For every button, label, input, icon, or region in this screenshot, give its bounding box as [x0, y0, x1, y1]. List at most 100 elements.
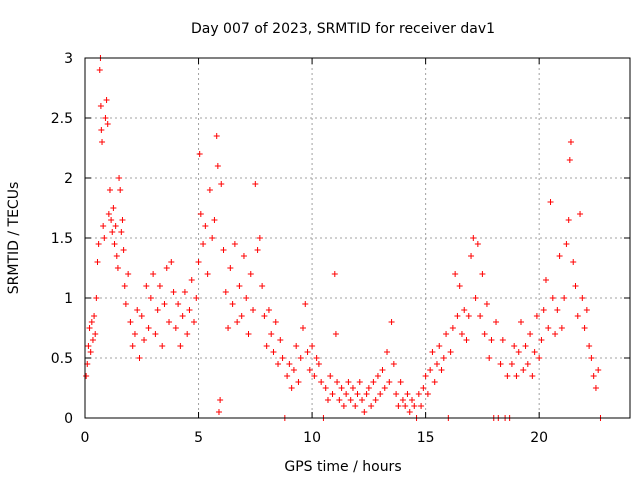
data-point-0-93 — [243, 295, 250, 301]
data-point-0-125 — [315, 361, 322, 367]
data-point-0-204 — [493, 319, 500, 325]
data-point-0-3 — [86, 325, 93, 331]
data-point-0-248 — [590, 373, 597, 379]
data-point-0-225 — [540, 307, 547, 313]
chart-title: Day 007 of 2023, SRMTID for receiver dav… — [191, 21, 495, 37]
data-point-0-188 — [456, 283, 463, 289]
data-point-0-186 — [452, 271, 459, 277]
data-point-0-35 — [120, 247, 127, 253]
data-point-0-175 — [427, 367, 434, 373]
data-point-0-173 — [422, 373, 429, 379]
data-point-0-23 — [106, 187, 113, 193]
data-point-0-46 — [143, 283, 150, 289]
data-point-0-59 — [172, 325, 179, 331]
data-point-0-126 — [318, 379, 325, 385]
x-tick-label-1: 5 — [194, 430, 203, 446]
data-point-0-10 — [94, 259, 101, 265]
data-point-0-50 — [152, 331, 159, 337]
data-point-0-92 — [240, 253, 247, 259]
data-point-0-5 — [88, 319, 95, 325]
data-point-0-94 — [245, 331, 252, 337]
y-tick-label-5: 2.5 — [51, 111, 73, 127]
data-point-0-56 — [166, 319, 173, 325]
data-point-0-105 — [270, 349, 277, 355]
data-point-0-217 — [522, 343, 529, 349]
data-point-0-181 — [440, 355, 447, 361]
data-point-0-112 — [286, 361, 293, 367]
data-point-0-96 — [250, 307, 257, 313]
data-point-0-223 — [536, 355, 543, 361]
data-point-0-152 — [374, 373, 381, 379]
data-point-0-246 — [586, 343, 593, 349]
data-point-0-154 — [379, 367, 386, 373]
data-point-0-27 — [111, 241, 118, 247]
data-point-0-238 — [567, 139, 574, 145]
data-point-0-227 — [545, 325, 552, 331]
data-point-0-101 — [261, 313, 268, 319]
data-point-0-68 — [193, 295, 200, 301]
data-point-0-172 — [420, 385, 427, 391]
data-point-0-119 — [302, 301, 309, 307]
data-point-0-185 — [449, 325, 456, 331]
data-point-0-63 — [181, 289, 188, 295]
data-point-0-199 — [481, 331, 488, 337]
y-axis-label: SRMTID / TECUs — [6, 182, 22, 295]
data-point-0-124 — [313, 355, 320, 361]
data-point-0-18 — [101, 235, 108, 241]
x-tick-label-2: 10 — [303, 430, 321, 446]
data-point-0-192 — [465, 313, 472, 319]
data-point-0-66 — [188, 277, 195, 283]
data-point-0-135 — [336, 397, 343, 403]
data-point-0-131 — [329, 391, 336, 397]
x-axis-label: GPS time / hours — [284, 459, 401, 475]
data-point-0-224 — [538, 337, 545, 343]
data-point-0-55 — [163, 265, 170, 271]
data-point-0-156 — [384, 349, 391, 355]
data-point-0-236 — [565, 217, 572, 223]
data-point-0-239 — [570, 259, 577, 265]
data-point-0-162 — [397, 379, 404, 385]
data-point-0-39 — [127, 319, 134, 325]
data-point-0-70 — [196, 151, 203, 157]
tick-labels: 0 5 10 15 20 0 0.5 1 1.5 2 2.5 3 — [51, 51, 548, 446]
data-point-0-102 — [263, 343, 270, 349]
data-point-0-249 — [592, 385, 599, 391]
data-point-0-146 — [361, 409, 368, 415]
data-point-0-33 — [118, 229, 125, 235]
data-point-0-14 — [97, 103, 104, 109]
data-point-0-60 — [175, 301, 182, 307]
data-point-0-132 — [331, 271, 338, 277]
data-point-0-113 — [288, 385, 295, 391]
data-point-0-165 — [404, 391, 411, 397]
data-point-0-171 — [418, 403, 425, 409]
data-point-0-233 — [558, 325, 565, 331]
data-point-0-155 — [381, 385, 388, 391]
data-point-0-62 — [179, 313, 186, 319]
data-point-0-177 — [431, 379, 438, 385]
data-point-0-176 — [429, 349, 436, 355]
data-points — [83, 55, 604, 421]
data-point-0-111 — [284, 373, 291, 379]
data-point-0-75 — [206, 187, 213, 193]
grid-lines — [85, 58, 630, 418]
data-point-0-198 — [479, 271, 486, 277]
y-tick-label-3: 1.5 — [51, 231, 73, 247]
data-point-0-140 — [347, 397, 354, 403]
data-point-0-42 — [134, 307, 141, 313]
data-point-0-47 — [145, 325, 152, 331]
data-point-0-85 — [225, 325, 232, 331]
data-point-0-64 — [184, 331, 191, 337]
data-point-0-168 — [411, 403, 418, 409]
data-point-0-6 — [89, 337, 96, 343]
data-point-0-139 — [345, 379, 352, 385]
data-point-0-153 — [377, 391, 384, 397]
data-point-0-206 — [497, 361, 504, 367]
data-point-0-141 — [349, 385, 356, 391]
data-point-0-191 — [463, 337, 470, 343]
data-point-0-129 — [324, 397, 331, 403]
data-point-0-178 — [433, 361, 440, 367]
data-point-0-15 — [98, 127, 105, 133]
data-point-0-0 — [83, 373, 90, 379]
data-point-0-163 — [399, 397, 406, 403]
data-point-0-170 — [415, 391, 422, 397]
